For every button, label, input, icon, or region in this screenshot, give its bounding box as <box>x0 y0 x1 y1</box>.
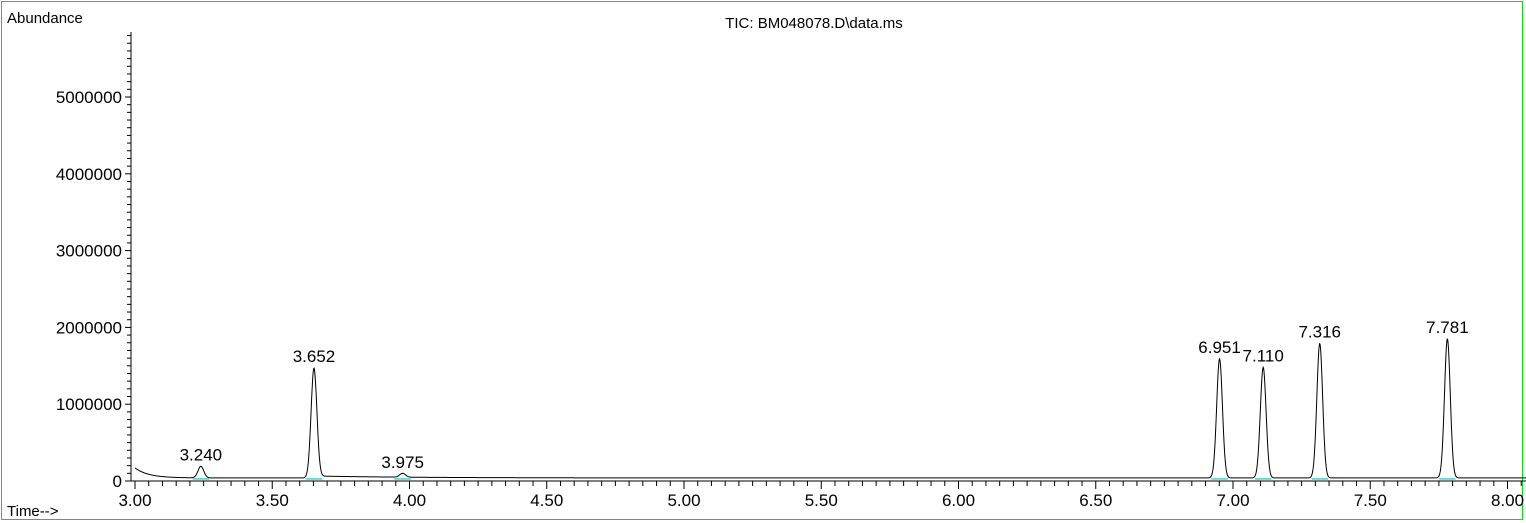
peak-label: 3.975 <box>381 453 424 472</box>
y-tick-label: 5000000 <box>56 88 122 107</box>
peak-label: 3.652 <box>293 347 336 366</box>
peak-label: 7.781 <box>1426 318 1469 337</box>
x-tick-label: 3.00 <box>118 491 151 510</box>
x-tick-label: 5.50 <box>805 491 838 510</box>
axes <box>125 32 1526 489</box>
x-tick-label: 7.50 <box>1354 491 1387 510</box>
tic-trace <box>134 337 1526 479</box>
tic-trace-line <box>134 337 1526 479</box>
x-tick-label: 6.50 <box>1079 491 1112 510</box>
y-tick-label: 1000000 <box>56 395 122 414</box>
y-tick-label: 0 <box>113 472 122 491</box>
y-axis-label: Abundance <box>7 10 83 27</box>
x-tick-label: 3.50 <box>256 491 289 510</box>
peak-label: 6.951 <box>1198 338 1241 357</box>
x-tick-label: 6.00 <box>942 491 975 510</box>
x-tick-label: 8.00 <box>1491 491 1524 510</box>
y-tick-label: 2000000 <box>56 318 122 337</box>
y-tick-label: 4000000 <box>56 165 122 184</box>
x-tick-label: 5.00 <box>667 491 700 510</box>
x-tick-label: 7.00 <box>1216 491 1249 510</box>
x-tick-label: 4.00 <box>393 491 426 510</box>
x-axis-label: Time--> <box>7 503 59 520</box>
peak-label: 7.316 <box>1298 323 1341 342</box>
peak-labels: 3.2403.6523.9756.9517.1107.3167.7818.492… <box>180 318 1469 472</box>
peak-label: 3.240 <box>180 445 223 464</box>
peak-label: 7.110 <box>1243 346 1284 365</box>
tick-labels: 0 1000000 2000000 3000000 4000000 5000000 3.00… <box>56 88 1524 510</box>
chart-title: TIC: BM048078.D\data.ms <box>725 15 903 32</box>
x-tick-label: 4.50 <box>530 491 563 510</box>
y-tick-label: 3000000 <box>56 242 122 261</box>
